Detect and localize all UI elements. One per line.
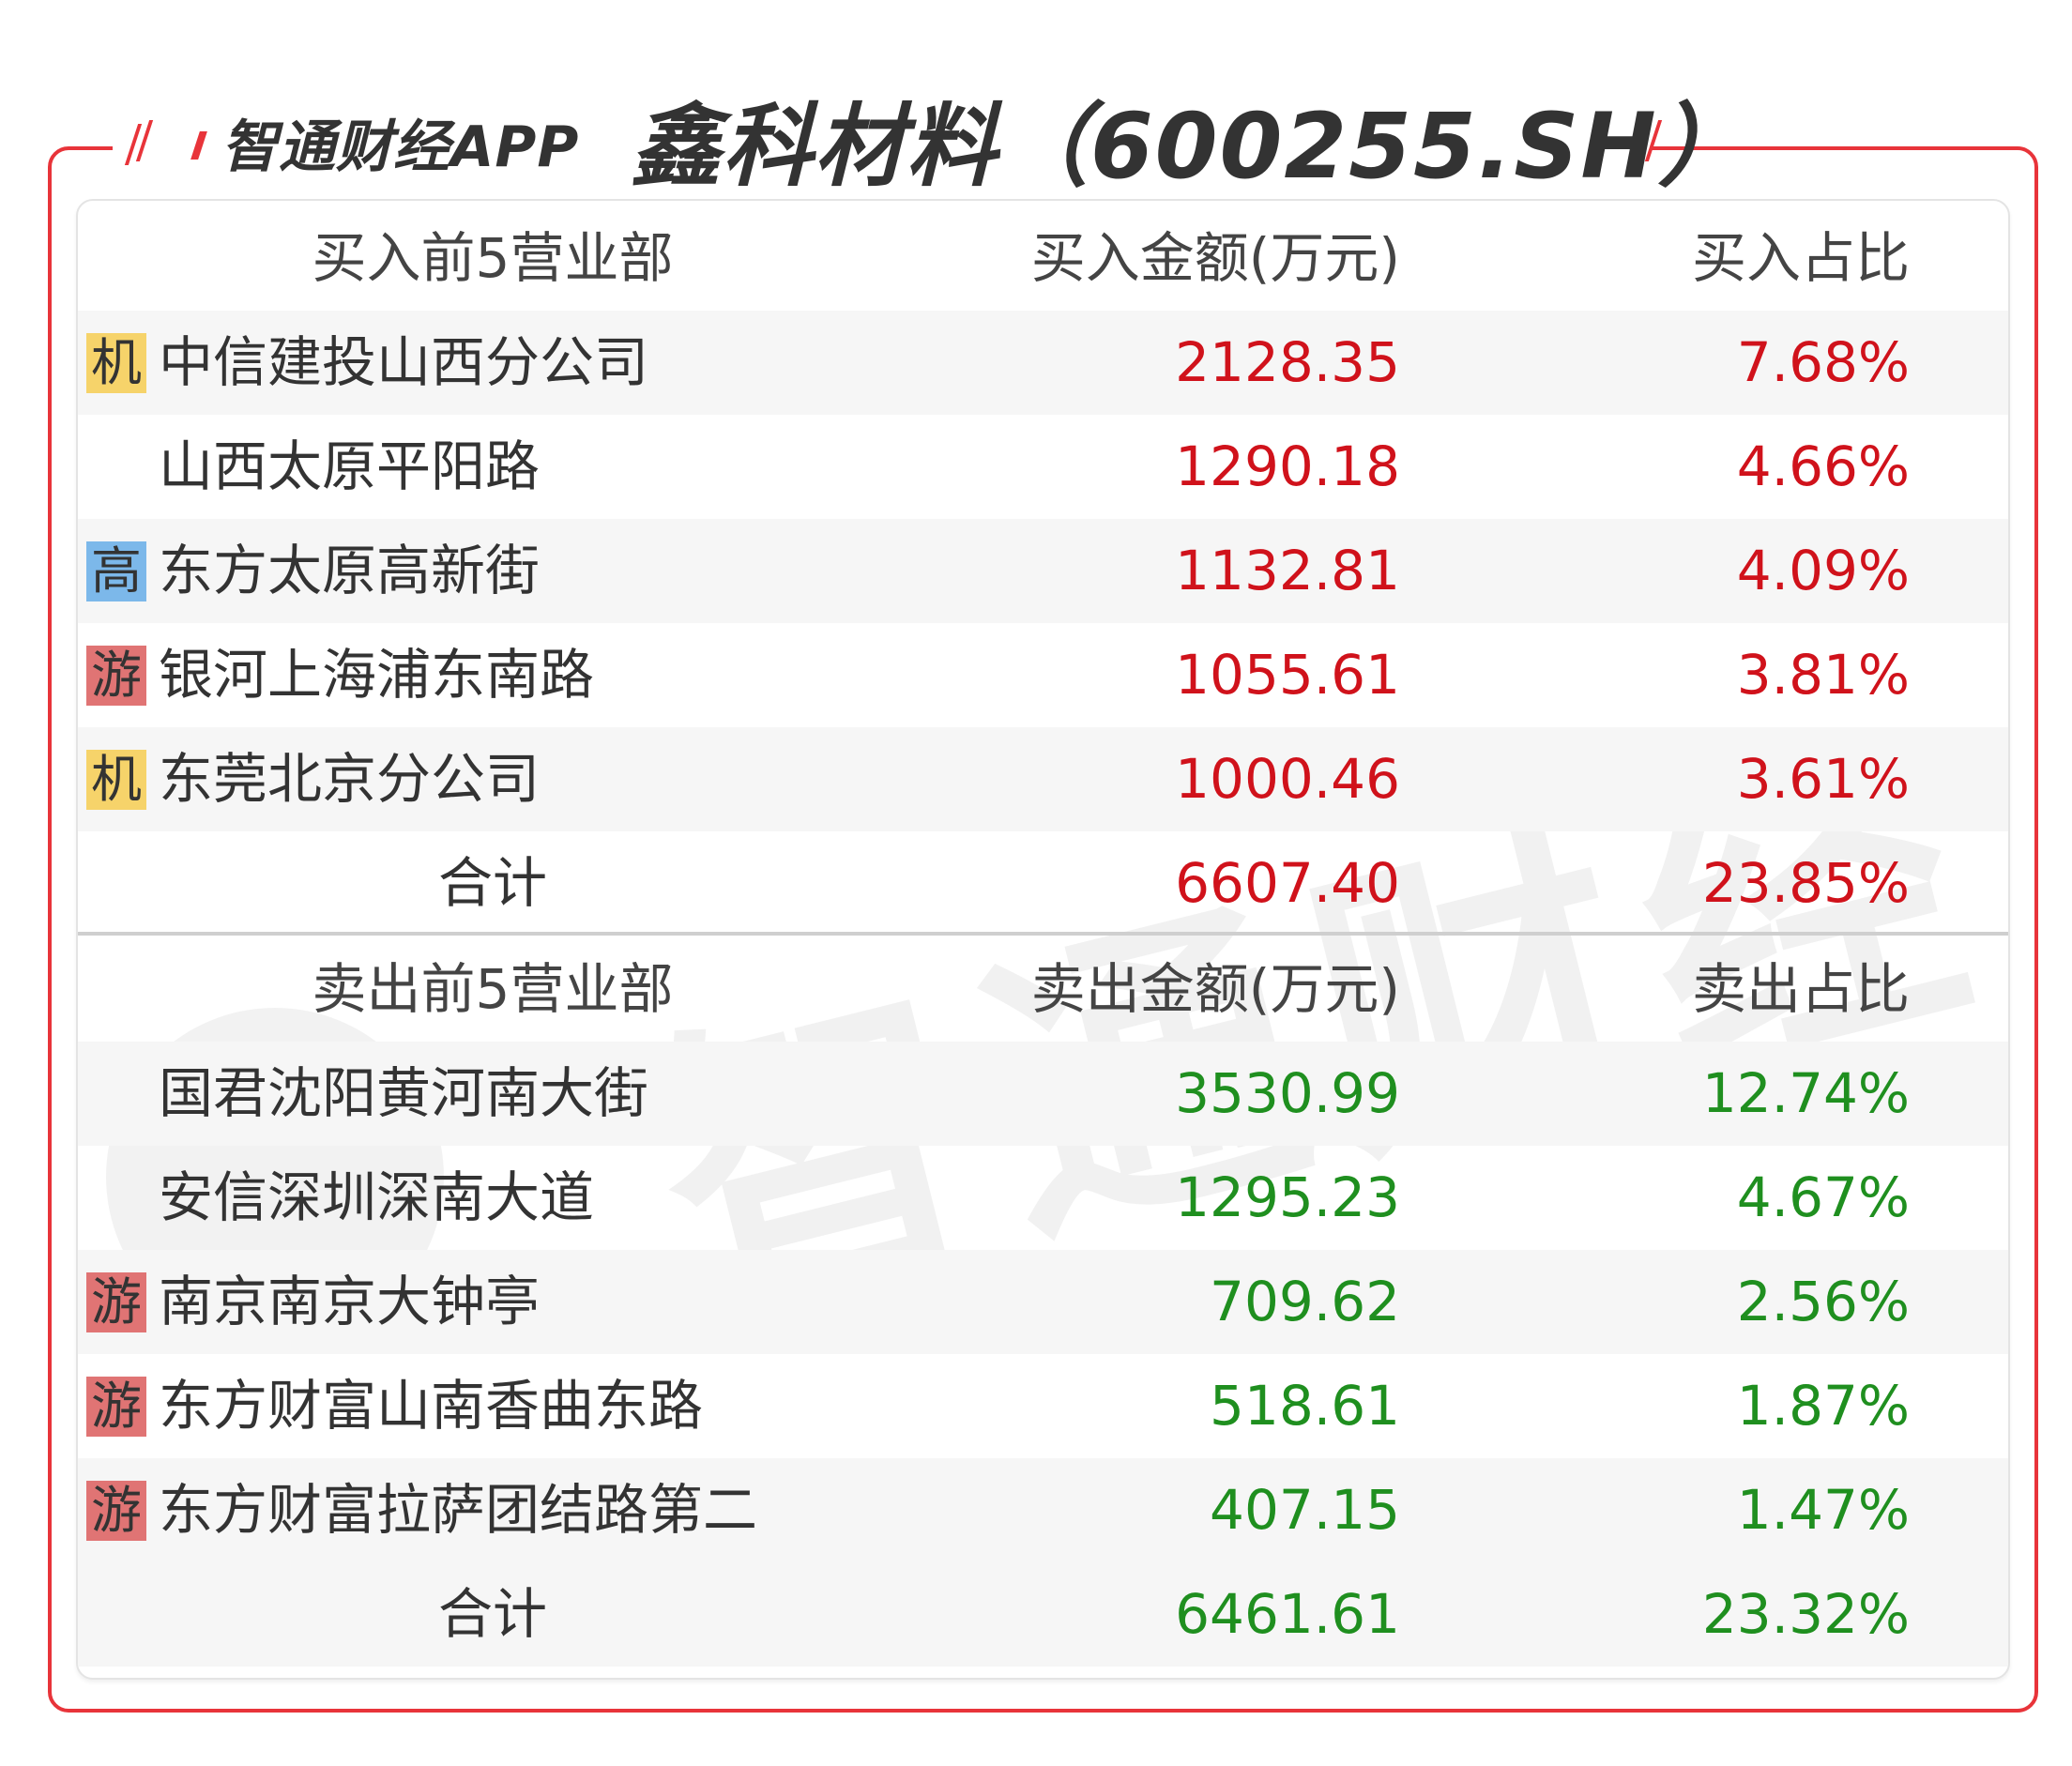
buy-table-row: 游银河上海浦东南路 1055.61 3.81% bbox=[78, 623, 2008, 727]
sell-table-row: 游东方财富拉萨团结路第二 407.15 1.47% bbox=[78, 1458, 2008, 1562]
broker-type-badge: 游 bbox=[86, 1272, 146, 1332]
amount-value: 3530.99 bbox=[1175, 1061, 1400, 1125]
sell-table-row: 国君沈阳黄河南大街 3530.99 12.74% bbox=[78, 1042, 2008, 1146]
total-label: 合计 bbox=[437, 851, 547, 915]
buy-table-row: 机中信建投山西分公司 2128.35 7.68% bbox=[78, 311, 2008, 415]
sell-total-row: 合计 6461.61 23.32% bbox=[78, 1562, 2008, 1667]
broker-type-badge: 机 bbox=[86, 750, 146, 810]
amount-value: 1000.46 bbox=[1175, 747, 1400, 811]
ratio-value: 12.74% bbox=[1701, 1061, 1910, 1125]
amount-value: 2128.35 bbox=[1175, 330, 1400, 394]
ratio-value: 3.81% bbox=[1736, 643, 1910, 707]
amount-value: 1295.23 bbox=[1175, 1165, 1400, 1229]
column-header-ratio: 买入占比 bbox=[1691, 226, 1910, 290]
sell-header-row: 卖出前5营业部 卖出金额(万元) 卖出占比 bbox=[78, 937, 2008, 1042]
broker-type-badge: 高 bbox=[86, 541, 146, 601]
total-label: 合计 bbox=[437, 1582, 547, 1646]
total-amount: 6607.40 bbox=[1175, 851, 1400, 915]
amount-value: 1132.81 bbox=[1175, 539, 1400, 602]
title-background bbox=[113, 113, 1652, 188]
broker-name: 东方太原高新街 bbox=[159, 539, 541, 602]
column-header-amount: 买入金额(万元) bbox=[1030, 226, 1400, 290]
broker-name: 安信深圳深南大道 bbox=[159, 1165, 595, 1229]
buy-table-row: 高东方太原高新街 1132.81 4.09% bbox=[78, 519, 2008, 623]
amount-value: 709.62 bbox=[1210, 1270, 1400, 1333]
total-ratio: 23.32% bbox=[1701, 1582, 1910, 1646]
buy-table-row: 机东莞北京分公司 1000.46 3.61% bbox=[78, 727, 2008, 831]
amount-value: 518.61 bbox=[1210, 1374, 1400, 1438]
section-divider bbox=[78, 932, 2008, 936]
ratio-value: 4.09% bbox=[1736, 539, 1910, 602]
ratio-value: 2.56% bbox=[1736, 1270, 1910, 1333]
column-header-broker: 买入前5营业部 bbox=[312, 226, 674, 290]
broker-name: 南京南京大钟亭 bbox=[159, 1270, 541, 1333]
ratio-value: 3.61% bbox=[1736, 747, 1910, 811]
column-header-broker: 卖出前5营业部 bbox=[312, 957, 674, 1021]
broker-name: 东方财富山南香曲东路 bbox=[159, 1374, 704, 1438]
column-header-amount: 卖出金额(万元) bbox=[1030, 957, 1400, 1021]
page-title: 鑫科材料（600255.SH） bbox=[631, 94, 1750, 199]
ratio-value: 7.68% bbox=[1736, 330, 1910, 394]
ratio-value: 4.66% bbox=[1736, 434, 1910, 498]
sell-table-row: 安信深圳深南大道 1295.23 4.67% bbox=[78, 1146, 2008, 1250]
broker-name: 银河上海浦东南路 bbox=[159, 643, 595, 707]
broker-name: 东莞北京分公司 bbox=[159, 747, 541, 811]
brand-label: 智通财经APP bbox=[221, 114, 580, 180]
broker-type-badge: 游 bbox=[86, 646, 146, 706]
broker-name: 中信建投山西分公司 bbox=[159, 330, 649, 394]
buy-table-row: 山西太原平阳路 1290.18 4.66% bbox=[78, 415, 2008, 519]
broker-name: 国君沈阳黄河南大街 bbox=[159, 1061, 649, 1125]
broker-type-badge: 游 bbox=[86, 1481, 146, 1541]
ratio-value: 1.47% bbox=[1736, 1478, 1910, 1542]
column-header-ratio: 卖出占比 bbox=[1691, 957, 1910, 1021]
ratio-value: 1.87% bbox=[1736, 1374, 1910, 1438]
amount-value: 1290.18 bbox=[1175, 434, 1400, 498]
total-ratio: 23.85% bbox=[1701, 851, 1910, 915]
dragon-tiger-table: 智通财经 买入前5营业部 买入金额(万元) 买入占比机中信建投山西分公司 2128.3… bbox=[76, 199, 2010, 1680]
broker-type-badge: 游 bbox=[86, 1377, 146, 1437]
sell-table-row: 游东方财富山南香曲东路 518.61 1.87% bbox=[78, 1354, 2008, 1458]
ratio-value: 4.67% bbox=[1736, 1165, 1910, 1229]
amount-value: 407.15 bbox=[1210, 1478, 1400, 1542]
amount-value: 1055.61 bbox=[1175, 643, 1400, 707]
broker-name: 山西太原平阳路 bbox=[159, 434, 541, 498]
broker-name: 东方财富拉萨团结路第二 bbox=[159, 1478, 758, 1542]
total-amount: 6461.61 bbox=[1175, 1582, 1400, 1646]
buy-header-row: 买入前5营业部 买入金额(万元) 买入占比 bbox=[78, 206, 2008, 311]
broker-type-badge: 机 bbox=[86, 333, 146, 393]
sell-table-row: 游南京南京大钟亭 709.62 2.56% bbox=[78, 1250, 2008, 1354]
buy-total-row: 合计 6607.40 23.85% bbox=[78, 831, 2008, 936]
